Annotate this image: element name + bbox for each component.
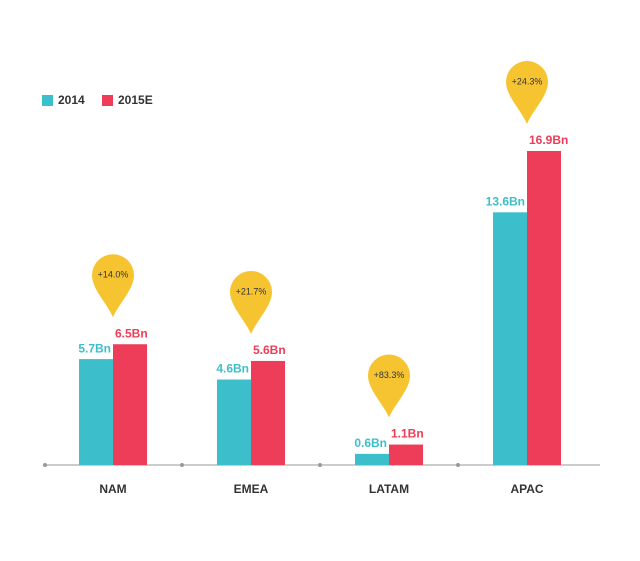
annotation-pin xyxy=(230,270,272,334)
annotation-pin xyxy=(506,60,548,124)
value-label: 5.7Bn xyxy=(78,341,111,355)
annotation-label: +24.3% xyxy=(512,76,543,86)
x-tick-label: LATAM xyxy=(369,482,409,496)
value-label: 13.6Bn xyxy=(486,194,525,208)
axis-dot xyxy=(43,463,47,467)
annotation-label: +21.7% xyxy=(236,286,267,296)
annotation-pin xyxy=(368,354,410,418)
value-label: 16.9Bn xyxy=(529,133,568,147)
legend-swatch xyxy=(42,95,53,106)
bar xyxy=(251,360,285,465)
axis-dot xyxy=(318,463,322,467)
annotation-label: +14.0% xyxy=(98,270,129,280)
bar xyxy=(113,344,147,465)
bar xyxy=(355,453,389,465)
value-label: 0.6Bn xyxy=(354,436,387,450)
x-tick-label: NAM xyxy=(99,482,126,496)
axis-dot xyxy=(180,463,184,467)
annotation-pin xyxy=(92,254,134,318)
bar xyxy=(493,212,527,465)
bar xyxy=(217,379,251,465)
legend-swatch xyxy=(102,95,113,106)
x-tick-label: APAC xyxy=(510,482,543,496)
x-tick-label: EMEA xyxy=(234,482,269,496)
value-label: 4.6Bn xyxy=(216,362,249,376)
axis-dot xyxy=(456,463,460,467)
bar xyxy=(389,444,423,465)
bar xyxy=(79,359,113,465)
annotation-label: +83.3% xyxy=(374,370,405,380)
value-label: 1.1Bn xyxy=(391,427,424,441)
legend-label: 2014 xyxy=(58,93,85,107)
value-label: 6.5Bn xyxy=(115,326,148,340)
legend-label: 2015E xyxy=(118,93,153,107)
bar xyxy=(527,150,561,466)
value-label: 5.6Bn xyxy=(253,343,286,357)
